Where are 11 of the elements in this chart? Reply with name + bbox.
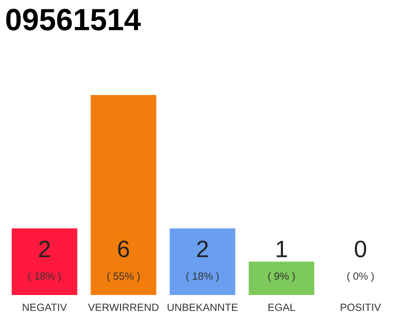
x-tick-label: NEGATIV — [22, 304, 67, 311]
x-tick-label: EGAL — [268, 304, 296, 311]
x-tick-label: POSITIV — [340, 304, 382, 311]
data-label: 0 ( 0% ) — [347, 240, 374, 282]
data-label: 6 ( 55% ) — [107, 240, 140, 282]
data-label: 2 ( 18% ) — [186, 240, 219, 282]
data-label: 2 ( 18% ) — [28, 240, 61, 282]
data-label: 1 ( 9% ) — [268, 240, 295, 282]
chart-title: 09561514 — [6, 8, 141, 30]
x-tick-label: VERWIRREND — [88, 304, 158, 311]
x-tick-label: UNBEKANNTE — [168, 304, 238, 311]
